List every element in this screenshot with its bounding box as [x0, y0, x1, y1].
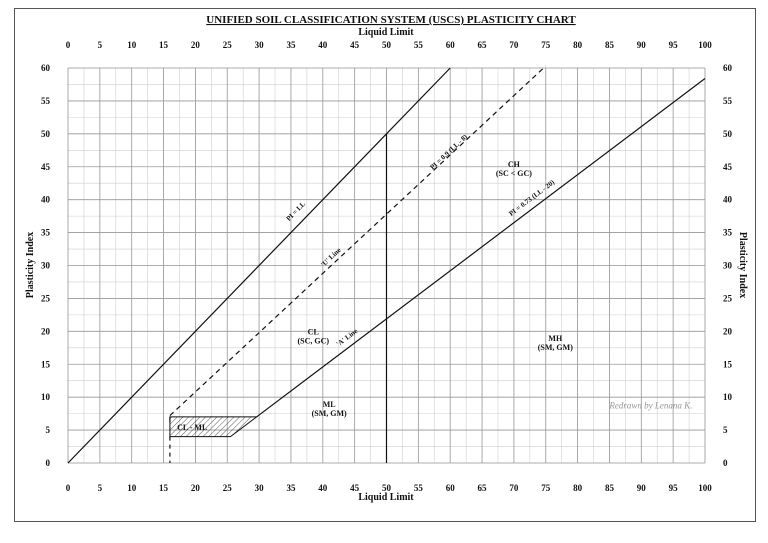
- y-tick-label-left: 50: [41, 129, 51, 139]
- x-tick-label-top: 85: [605, 40, 615, 50]
- x-tick-label-bottom: 65: [478, 483, 488, 493]
- y-tick-label-left: 10: [41, 392, 51, 402]
- x-tick-label-top: 60: [446, 40, 456, 50]
- y-tick-label-right: 55: [723, 96, 733, 106]
- plot-area: 0055101015152020252530303535404045455050…: [41, 40, 733, 493]
- y-axis-title-right: Plasticity Index: [737, 232, 748, 298]
- x-tick-label-top: 10: [127, 40, 137, 50]
- line-annotation: PI = 0.73 (LL - 20): [507, 178, 556, 218]
- soil-zone-label: ML: [323, 400, 336, 409]
- x-tick-label-bottom: 55: [414, 483, 424, 493]
- x-tick-label-top: 75: [541, 40, 551, 50]
- x-tick-label-bottom: 20: [191, 483, 201, 493]
- y-tick-label-left: 15: [41, 359, 51, 369]
- series-line: [256, 78, 706, 418]
- x-tick-label-top: 95: [669, 40, 679, 50]
- y-tick-label-right: 50: [723, 129, 733, 139]
- y-tick-label-left: 60: [41, 63, 51, 73]
- y-tick-label-right: 5: [723, 425, 728, 435]
- x-tick-label-top: 55: [414, 40, 424, 50]
- x-tick-label-top: 15: [159, 40, 169, 50]
- x-tick-label-bottom: 85: [605, 483, 615, 493]
- y-tick-label-right: 35: [723, 228, 733, 238]
- x-tick-label-bottom: 5: [98, 483, 103, 493]
- x-tick-label-bottom: 100: [698, 483, 712, 493]
- x-tick-label-top: 80: [573, 40, 583, 50]
- y-tick-label-right: 30: [723, 261, 733, 271]
- y-tick-label-right: 45: [723, 162, 733, 172]
- x-tick-label-top: 100: [698, 40, 712, 50]
- x-tick-label-top: 45: [350, 40, 360, 50]
- x-tick-label-top: 30: [255, 40, 265, 50]
- y-tick-label-right: 10: [723, 392, 733, 402]
- x-tick-label-top: 65: [478, 40, 488, 50]
- x-tick-label-bottom: 10: [127, 483, 137, 493]
- y-tick-label-left: 20: [41, 326, 51, 336]
- x-tick-label-bottom: 95: [669, 483, 679, 493]
- x-tick-label-bottom: 35: [286, 483, 296, 493]
- cl-ml-zone-label: CL - ML: [177, 423, 207, 432]
- x-tick-label-bottom: 50: [382, 483, 392, 493]
- x-tick-label-top: 70: [509, 40, 519, 50]
- x-tick-label-top: 5: [98, 40, 103, 50]
- y-tick-label-left: 45: [41, 162, 51, 172]
- x-tick-label-top: 0: [66, 40, 71, 50]
- x-tick-label-bottom: 15: [159, 483, 169, 493]
- x-tick-label-top: 50: [382, 40, 392, 50]
- y-tick-label-left: 0: [46, 458, 51, 468]
- y-tick-label-left: 40: [41, 195, 51, 205]
- line-annotation: PI = 0.9 (LL - 8): [429, 132, 470, 171]
- x-tick-label-bottom: 90: [637, 483, 647, 493]
- y-axis-title-left: Plasticity Index: [25, 232, 36, 298]
- x-tick-label-bottom: 45: [350, 483, 360, 493]
- x-tick-label-bottom: 25: [223, 483, 233, 493]
- y-tick-label-right: 15: [723, 359, 733, 369]
- x-tick-label-bottom: 80: [573, 483, 583, 493]
- x-tick-label-top: 25: [223, 40, 233, 50]
- x-tick-label-top: 90: [637, 40, 647, 50]
- x-tick-label-top: 20: [191, 40, 201, 50]
- y-tick-label-right: 60: [723, 63, 733, 73]
- x-tick-label-bottom: 0: [66, 483, 71, 493]
- x-tick-label-bottom: 75: [541, 483, 551, 493]
- x-tick-label-bottom: 30: [255, 483, 265, 493]
- y-tick-label-right: 0: [723, 458, 728, 468]
- soil-zone-label: CH: [508, 160, 521, 169]
- soil-zone-label: (SM, GM): [538, 343, 573, 352]
- soil-zone-label: MH: [548, 334, 563, 343]
- x-axis-title-bottom: Liquid Limit: [358, 492, 414, 503]
- y-tick-label-left: 5: [46, 425, 51, 435]
- y-tick-label-left: 30: [41, 261, 51, 271]
- y-tick-label-left: 25: [41, 293, 51, 303]
- y-tick-label-left: 55: [41, 96, 51, 106]
- y-tick-label-right: 25: [723, 293, 733, 303]
- soil-zone-label: (SC < GC): [496, 169, 532, 178]
- x-tick-label-bottom: 60: [446, 483, 456, 493]
- series-line: [169, 65, 547, 417]
- credit-label: Redrawn by Lenana K.: [608, 400, 692, 410]
- soil-zone-label: CL: [308, 328, 319, 337]
- x-tick-label-top: 40: [318, 40, 328, 50]
- y-tick-label-right: 20: [723, 326, 733, 336]
- soil-zone-label: (SM, GM): [312, 409, 347, 418]
- y-tick-label-left: 35: [41, 228, 51, 238]
- x-tick-label-bottom: 70: [509, 483, 519, 493]
- soil-zone-label: (SC, GC): [297, 337, 329, 346]
- chart-frame: [14, 8, 756, 522]
- x-axis-title-top: Liquid Limit: [358, 27, 414, 38]
- x-tick-label-top: 35: [286, 40, 296, 50]
- y-tick-label-right: 40: [723, 195, 733, 205]
- x-tick-label-bottom: 40: [318, 483, 328, 493]
- chart-title: UNIFIED SOIL CLASSIFICATION SYSTEM (USCS…: [206, 14, 576, 26]
